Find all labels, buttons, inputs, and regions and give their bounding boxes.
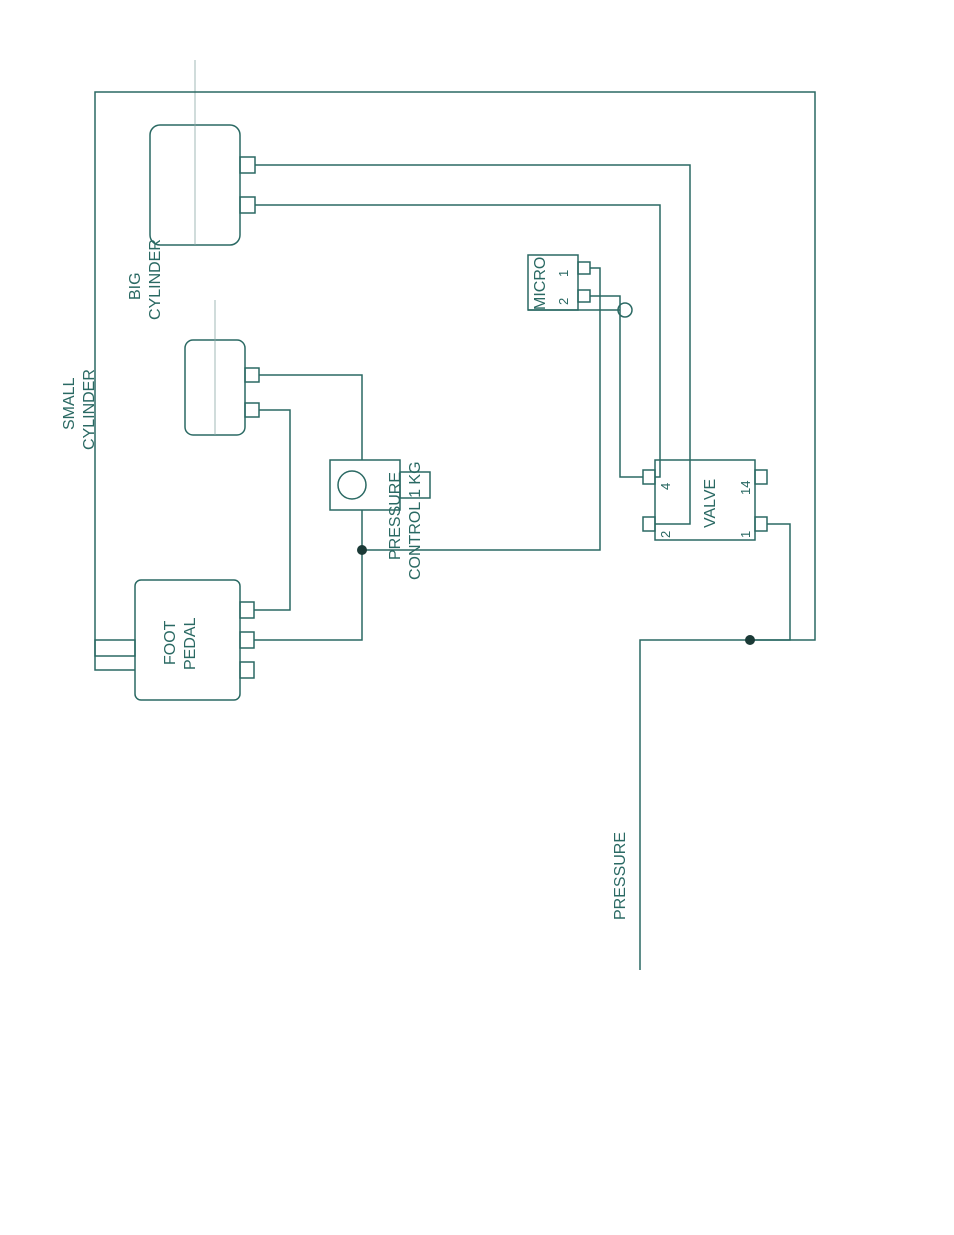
micro-label: MICRO [532, 257, 549, 310]
junction-2 [745, 635, 755, 645]
pressure-label: PRESSURE [612, 832, 629, 920]
valve-label: VALVE [702, 479, 719, 528]
valve-port-4: 4 [658, 483, 673, 490]
line-valve1-pressure [750, 524, 790, 640]
pneumatic-diagram: BIG CYLINDER SMALL CYLINDER FOOT PEDAL P… [0, 0, 954, 1235]
line-pressure-foot3 [95, 92, 815, 670]
big-cylinder-label2: CYLINDER [147, 239, 164, 320]
line-pressure-inlet [640, 640, 750, 970]
line-smallcyl2-foot1 [254, 410, 290, 610]
valve-port-14: 14 [738, 481, 753, 495]
small-cylinder-label: SMALL [61, 377, 78, 430]
line-junction-foot2 [254, 550, 362, 640]
foot-pedal-label: FOOT [162, 620, 179, 665]
pressure-control-label: PRESSURE [387, 472, 404, 560]
line-micro2-valve14 [590, 296, 643, 477]
pressure-control-label2: CONTROL 1 KG [407, 461, 424, 580]
junction-1 [357, 545, 367, 555]
valve-port-2: 2 [658, 531, 673, 538]
micro-port-1: 1 [556, 270, 571, 277]
valve-port-1: 1 [738, 531, 753, 538]
big-cylinder-label: BIG [127, 272, 144, 300]
line-bigcyl1-valve2 [255, 165, 690, 524]
micro-port-2: 2 [556, 298, 571, 305]
big-cylinder [150, 60, 255, 245]
line-smallcyl1-pctrl [259, 375, 362, 460]
foot-pedal-label2: PEDAL [182, 617, 199, 670]
small-cylinder [185, 300, 259, 435]
